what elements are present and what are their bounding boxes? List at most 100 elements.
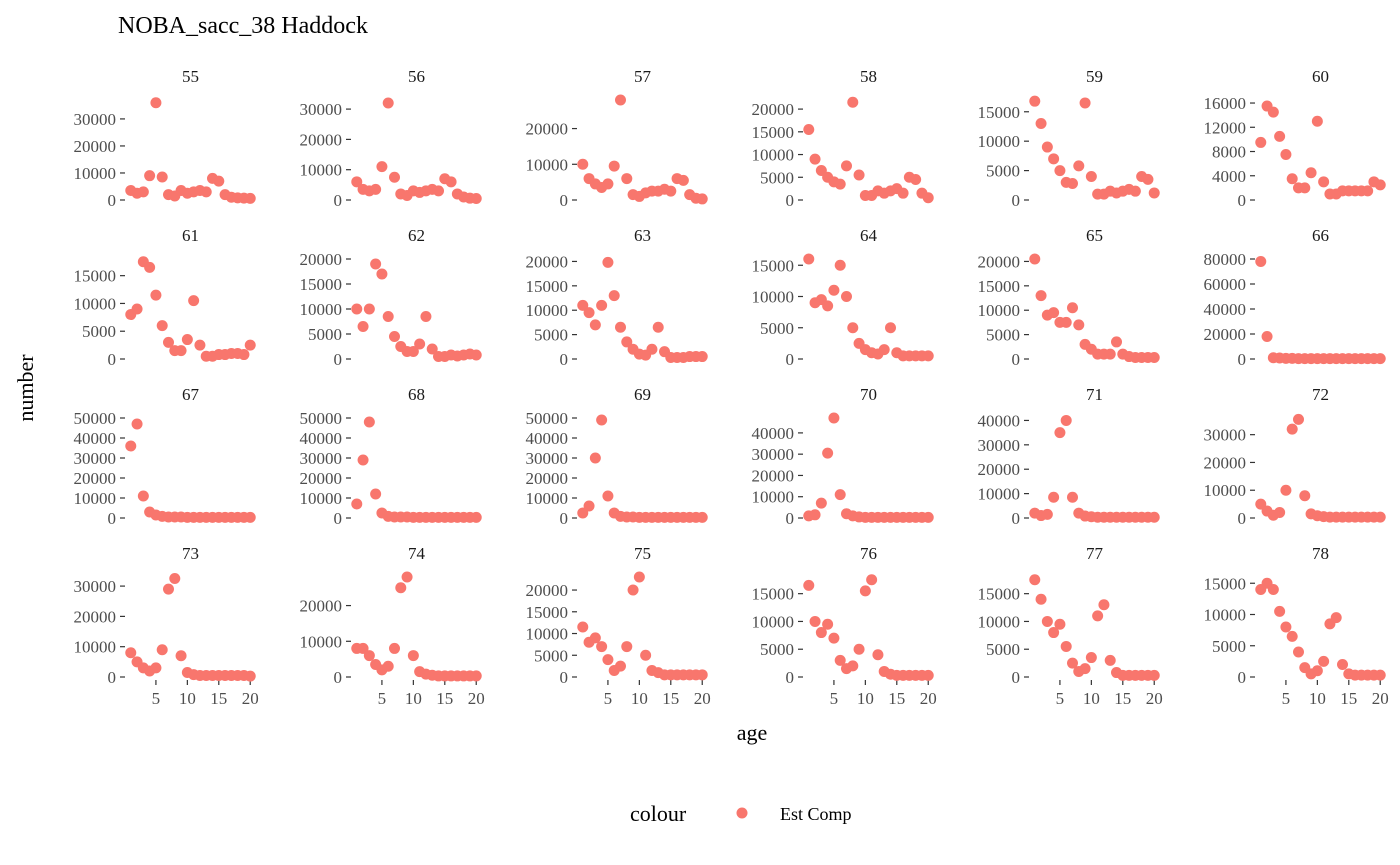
data-point — [1048, 491, 1060, 503]
y-tick-label: 20000 — [526, 581, 569, 600]
data-point — [244, 339, 256, 351]
legend-label: Est Comp — [780, 804, 852, 824]
y-tick-label: 10000 — [752, 146, 795, 165]
panel-strip-label: 59 — [1086, 67, 1103, 86]
x-tick-label: 20 — [1372, 689, 1389, 708]
y-tick-label: 10000 — [1204, 606, 1247, 625]
data-point — [1261, 331, 1273, 342]
data-point — [156, 320, 168, 332]
data-point — [1035, 290, 1047, 302]
data-point — [1286, 630, 1298, 642]
data-point — [1041, 508, 1053, 520]
x-tick-label: 10 — [1309, 689, 1326, 708]
data-point — [1129, 185, 1141, 197]
x-tick-label: 15 — [436, 689, 453, 708]
data-point — [834, 489, 846, 501]
x-tick-label: 5 — [1056, 689, 1065, 708]
y-tick-label: 16000 — [1204, 94, 1247, 113]
x-tick-label: 5 — [830, 689, 839, 708]
data-point — [589, 632, 601, 644]
data-point — [803, 579, 815, 591]
data-point — [1148, 669, 1160, 681]
y-tick-label: 20000 — [300, 130, 343, 149]
y-tick-label: 15000 — [752, 585, 795, 604]
data-point — [181, 334, 193, 346]
y-tick-label: 20000 — [300, 597, 343, 616]
y-tick-label: 0 — [560, 509, 569, 528]
y-tick-label: 0 — [560, 668, 569, 687]
data-point — [640, 649, 652, 661]
data-point — [809, 615, 821, 627]
data-point — [363, 650, 375, 662]
y-tick-label: 15000 — [978, 103, 1021, 122]
y-tick-label: 5000 — [82, 322, 116, 341]
y-tick-label: 20000 — [526, 469, 569, 488]
y-tick-label: 40000 — [978, 411, 1021, 430]
data-point — [401, 571, 413, 583]
x-tick-label: 15 — [662, 689, 679, 708]
data-point — [1054, 618, 1066, 630]
y-tick-label: 30000 — [300, 449, 343, 468]
data-point — [872, 649, 884, 661]
data-point — [156, 644, 168, 656]
data-point — [608, 290, 620, 302]
data-point — [238, 349, 250, 361]
y-tick-label: 15000 — [1204, 574, 1247, 593]
data-point — [583, 307, 595, 319]
data-point — [1267, 584, 1279, 595]
y-tick-label: 0 — [560, 191, 569, 210]
legend: colour Est Comp — [630, 801, 852, 826]
data-point — [847, 96, 859, 108]
y-tick-label: 12000 — [1204, 118, 1247, 137]
y-tick-label: 10000 — [978, 301, 1021, 320]
data-point — [382, 660, 394, 672]
x-tick-label: 10 — [179, 689, 196, 708]
data-point — [1041, 615, 1053, 627]
y-tick-label: 15000 — [74, 267, 117, 286]
y-tick-label: 10000 — [978, 485, 1021, 504]
data-point — [357, 321, 369, 332]
y-tick-label: 15000 — [300, 275, 343, 294]
data-point — [1085, 652, 1097, 664]
data-point — [357, 454, 369, 466]
data-point — [244, 192, 256, 204]
data-point — [608, 160, 620, 172]
y-tick-label: 5000 — [760, 168, 794, 187]
panel-strip-label: 57 — [634, 67, 652, 86]
data-point — [866, 574, 878, 586]
data-point — [137, 186, 149, 198]
data-point — [188, 295, 200, 307]
x-tick-label: 10 — [631, 689, 648, 708]
data-point — [1311, 665, 1323, 677]
data-point — [1337, 659, 1349, 670]
y-tick-label: 20000 — [74, 607, 117, 626]
data-point — [614, 660, 626, 672]
data-point — [1148, 511, 1160, 523]
data-point — [1066, 657, 1078, 669]
panel-strip-label: 61 — [182, 226, 199, 245]
data-point — [363, 303, 375, 315]
y-tick-label: 10000 — [978, 132, 1021, 151]
y-tick-label: 0 — [334, 350, 343, 369]
data-point — [1318, 176, 1330, 188]
x-tick-label: 15 — [1114, 689, 1131, 708]
data-point — [696, 351, 708, 363]
data-point — [1048, 307, 1060, 319]
data-point — [1104, 348, 1116, 360]
panel-strip-label: 65 — [1086, 226, 1103, 245]
panel-64: 64 0 5000 10000 15000 — [752, 226, 934, 369]
y-tick-label: 5000 — [986, 640, 1020, 659]
data-point — [815, 497, 827, 509]
data-point — [596, 414, 608, 426]
y-tick-label: 10000 — [1204, 481, 1247, 500]
data-point — [822, 300, 834, 312]
panel-strip-label: 76 — [860, 544, 877, 563]
y-tick-label: 0 — [1012, 191, 1021, 210]
data-point — [1274, 605, 1286, 617]
x-tick-label: 5 — [152, 689, 161, 708]
y-tick-label: 20000 — [526, 120, 569, 139]
panel-strip-label: 67 — [182, 385, 200, 404]
data-point — [357, 642, 369, 654]
